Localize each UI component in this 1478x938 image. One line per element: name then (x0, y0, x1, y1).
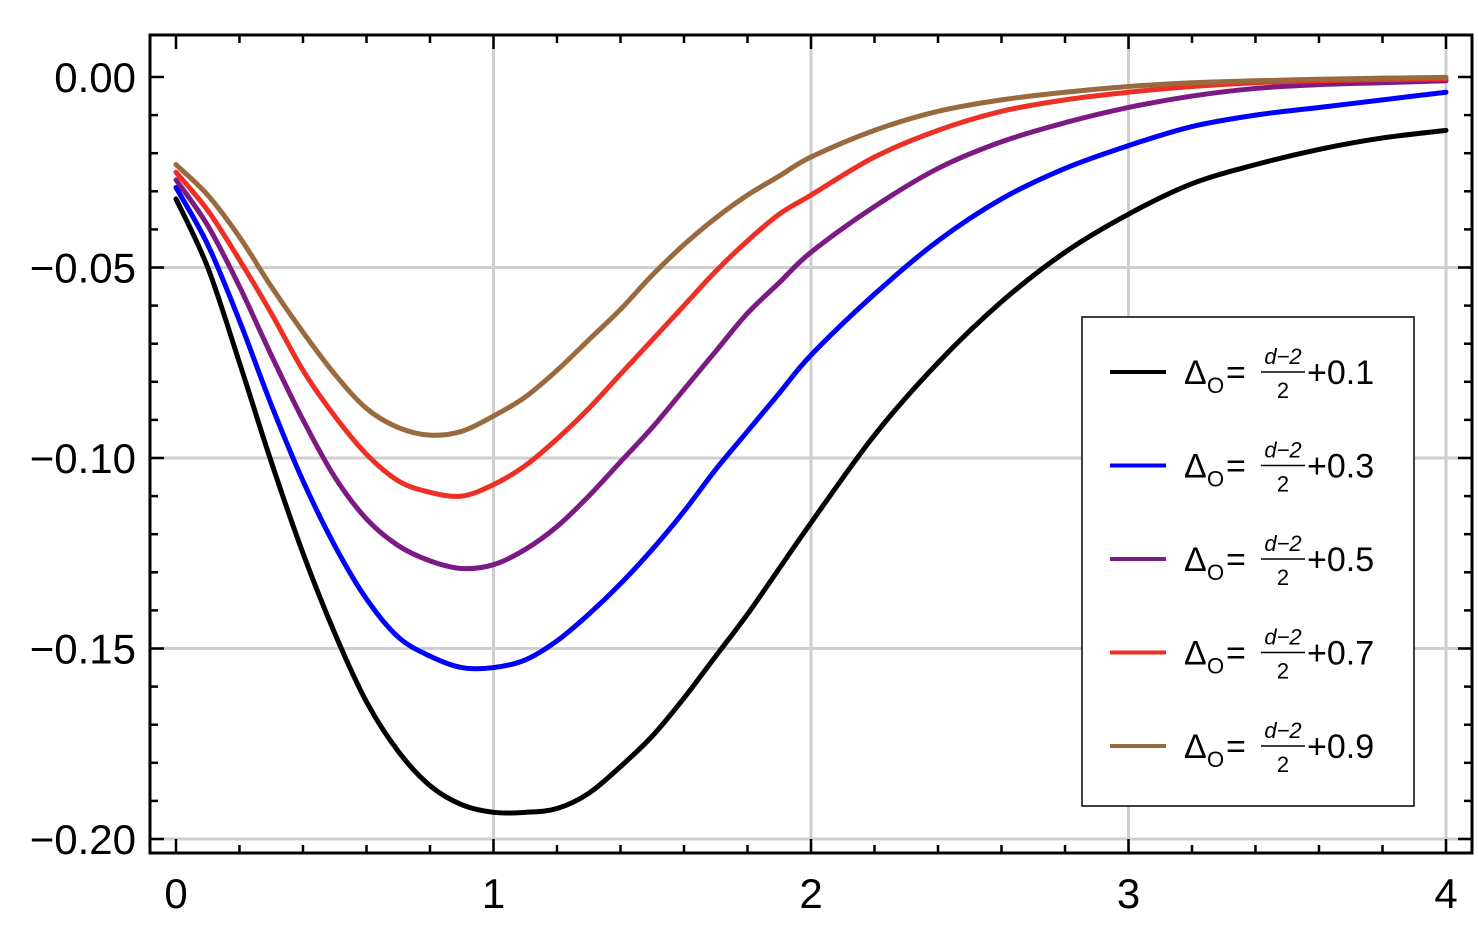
legend-fraction-denominator: 2 (1277, 472, 1289, 497)
legend-subscript: O (1207, 747, 1224, 772)
series-lines (173, 74, 1449, 816)
y-tick-label: −0.05 (30, 245, 136, 292)
x-tick-label: 0 (164, 870, 187, 917)
y-tick-label: 0.00 (54, 54, 136, 101)
legend-delta: Δ (1184, 728, 1207, 766)
x-tick-label: 4 (1434, 870, 1457, 917)
legend-entry: Δ O = d−2 2 +0.7 (1110, 625, 1374, 684)
legend-fraction-numerator: d−2 (1264, 344, 1301, 369)
y-tick-label: −0.20 (30, 816, 136, 863)
legend-fraction-numerator: d−2 (1264, 625, 1301, 650)
legend-fraction-denominator: 2 (1277, 565, 1289, 590)
series-line-4 (173, 76, 1449, 499)
legend: Δ O = d−22 +0.1Δ O = d−22 +0.3Δ O = d−22 +0.5Δ O = d−22… (1081, 316, 1415, 807)
legend-delta: Δ (1184, 448, 1207, 486)
x-tick-label: 2 (799, 870, 822, 917)
legend-subscript: O (1207, 560, 1224, 585)
legend-delta: Δ (1184, 541, 1207, 579)
legend-fraction-numerator: d−2 (1264, 718, 1301, 743)
tick-labels: 0 1 2 3 4 0.00 −0.05 −0.10 −0.15 −0.20 (30, 54, 1458, 917)
axis-ticks (150, 35, 1472, 853)
legend-entry: Δ O = d−2 2 +0.9 (1110, 718, 1374, 777)
legend-subscript: O (1207, 467, 1224, 492)
legend-suffix: +0.7 (1307, 635, 1374, 673)
legend-entry: Δ O = d−2 2 +0.3 (1110, 438, 1374, 497)
legend-delta: Δ (1184, 635, 1207, 673)
y-tick-label: −0.10 (30, 435, 136, 482)
legend-entry: Δ O = d−2 2 +0.5 (1110, 531, 1374, 590)
legend-subscript: O (1207, 654, 1224, 679)
legend-equals: = (1226, 354, 1246, 392)
legend-entry: Δ O = d−2 2 +0.1 (1110, 344, 1374, 403)
x-tick-label: 3 (1117, 870, 1140, 917)
series-line-1 (173, 127, 1449, 816)
series-line-2 (173, 89, 1449, 672)
legend-box (1081, 316, 1415, 807)
legend-equals: = (1226, 728, 1246, 766)
legend-equals: = (1226, 541, 1246, 579)
series-line-3 (173, 78, 1449, 572)
legend-subscript: O (1207, 373, 1224, 398)
x-tick-label: 1 (482, 870, 505, 917)
legend-fraction-denominator: 2 (1277, 659, 1289, 684)
legend-suffix: +0.3 (1307, 448, 1374, 486)
legend-suffix: +0.9 (1307, 728, 1374, 766)
legend-fraction-denominator: 2 (1277, 378, 1289, 403)
legend-fraction-numerator: d−2 (1264, 531, 1301, 556)
legend-fraction-denominator: 2 (1277, 752, 1289, 777)
legend-equals: = (1226, 448, 1246, 486)
legend-delta: Δ (1184, 354, 1207, 392)
legend-equals: = (1226, 635, 1246, 673)
legend-fraction-numerator: d−2 (1264, 438, 1301, 463)
legend-suffix: +0.1 (1307, 354, 1374, 392)
y-tick-label: −0.15 (30, 626, 136, 673)
series-line-5 (173, 74, 1449, 438)
legend-suffix: +0.5 (1307, 541, 1374, 579)
